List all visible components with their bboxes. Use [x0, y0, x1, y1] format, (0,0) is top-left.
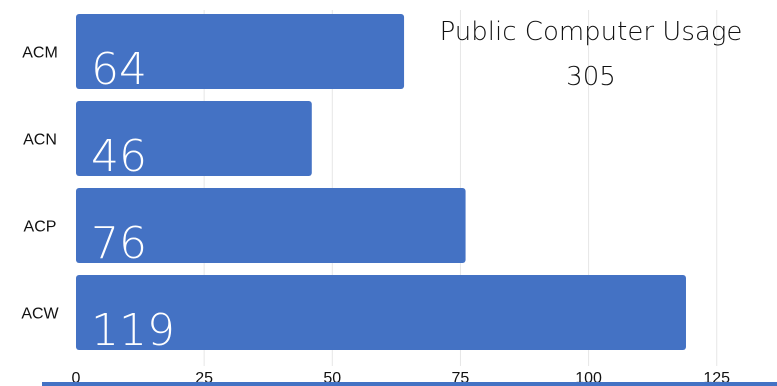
- chart-title: Public Computer Usage: [440, 17, 743, 47]
- category-labels: ACM ACN ACP ACW: [21, 45, 59, 323]
- bar-value-label: 46: [91, 131, 147, 182]
- bar-acn: [76, 101, 312, 176]
- category-label: ACP: [24, 219, 57, 236]
- category-label: ACM: [22, 45, 58, 62]
- bar-value-label: 76: [91, 218, 147, 269]
- bar-acm: [76, 14, 405, 89]
- category-label: ACN: [23, 132, 57, 149]
- category-label: ACW: [21, 306, 59, 323]
- bar-value-labels: 64 46 76 119: [91, 44, 175, 356]
- bar-acp: [76, 188, 466, 263]
- chart-subtitle-total: 305: [566, 62, 616, 92]
- bar-value-label: 119: [91, 305, 175, 356]
- bar-acw: [76, 275, 686, 350]
- bars: [76, 14, 686, 350]
- x-tick-label: 0: [72, 370, 81, 386]
- bar-value-label: 64: [91, 44, 147, 95]
